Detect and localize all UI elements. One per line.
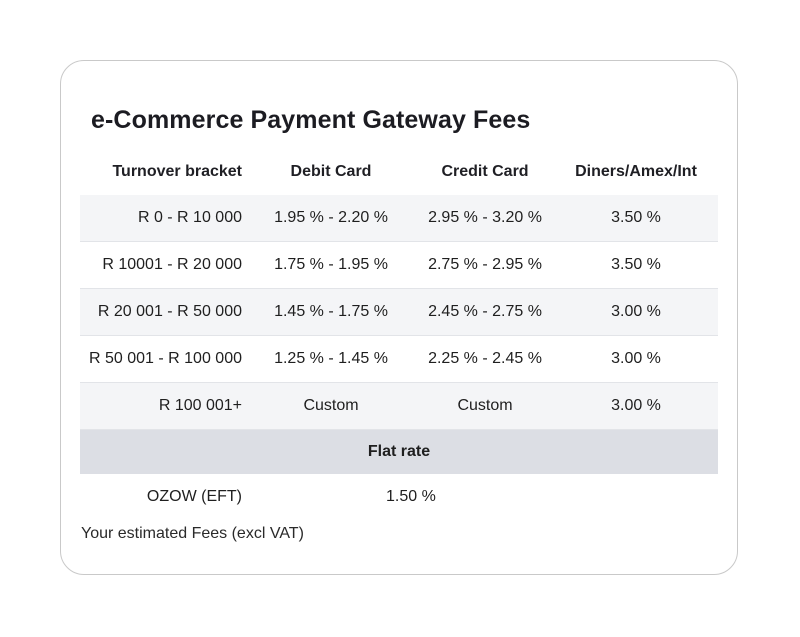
column-header-debit: Debit Card [290, 163, 372, 180]
debit-card-cell: 1.75 % - 1.95 % [246, 241, 416, 289]
debit-card-cell: 1.45 % - 1.75 % [246, 288, 416, 336]
page-title: e-Commerce Payment Gateway Fees [91, 106, 531, 134]
debit-card-cell: Custom [246, 382, 416, 430]
table-row: OZOW (EFT) 1.50 % [80, 474, 718, 520]
table-row: R 50 001 - R 100 000 1.25 % - 1.45 % 2.2… [80, 335, 718, 383]
flat-rate-value-cell: 1.50 % [386, 488, 436, 505]
fees-table: Turnover bracket Debit Card Credit Card … [80, 149, 718, 520]
table-header-row: Turnover bracket Debit Card Credit Card … [80, 149, 718, 195]
diners-cell: 3.50 % [554, 241, 718, 289]
credit-card-cell: 2.45 % - 2.75 % [416, 288, 554, 336]
estimated-fees-note: Your estimated Fees (excl VAT) [81, 525, 304, 542]
turnover-bracket-cell: R 10001 - R 20 000 [80, 241, 246, 289]
turnover-bracket-cell: R 20 001 - R 50 000 [80, 288, 246, 336]
diners-cell: 3.00 % [554, 382, 718, 430]
flat-rate-item-cell: OZOW (EFT) [146, 488, 242, 505]
flat-rate-label: Flat rate [80, 429, 718, 474]
column-header-turnover: Turnover bracket [112, 163, 242, 180]
empty-cell [554, 474, 718, 520]
credit-card-cell: 2.25 % - 2.45 % [416, 335, 554, 383]
turnover-bracket-cell: R 100 001+ [80, 382, 246, 430]
debit-card-cell: 1.25 % - 1.45 % [246, 335, 416, 383]
table-row: R 100 001+ Custom Custom 3.00 % [80, 382, 718, 430]
turnover-bracket-cell: R 0 - R 10 000 [80, 195, 246, 242]
diners-cell: 3.00 % [554, 335, 718, 383]
debit-card-cell: 1.95 % - 2.20 % [246, 195, 416, 242]
table-row: R 10001 - R 20 000 1.75 % - 1.95 % 2.75 … [80, 241, 718, 289]
credit-card-cell: 2.95 % - 3.20 % [416, 195, 554, 242]
fees-card: e-Commerce Payment Gateway Fees Turnover… [60, 60, 738, 575]
credit-card-cell: 2.75 % - 2.95 % [416, 241, 554, 289]
table-row: R 20 001 - R 50 000 1.45 % - 1.75 % 2.45… [80, 288, 718, 336]
diners-cell: 3.50 % [554, 195, 718, 242]
column-header-diners: Diners/Amex/Int [575, 163, 697, 180]
table-row: R 0 - R 10 000 1.95 % - 2.20 % 2.95 % - … [80, 195, 718, 242]
diners-cell: 3.00 % [554, 288, 718, 336]
column-header-credit: Credit Card [441, 163, 529, 180]
flat-rate-header-row: Flat rate [80, 429, 718, 474]
turnover-bracket-cell: R 50 001 - R 100 000 [80, 335, 246, 383]
credit-card-cell: Custom [416, 382, 554, 430]
